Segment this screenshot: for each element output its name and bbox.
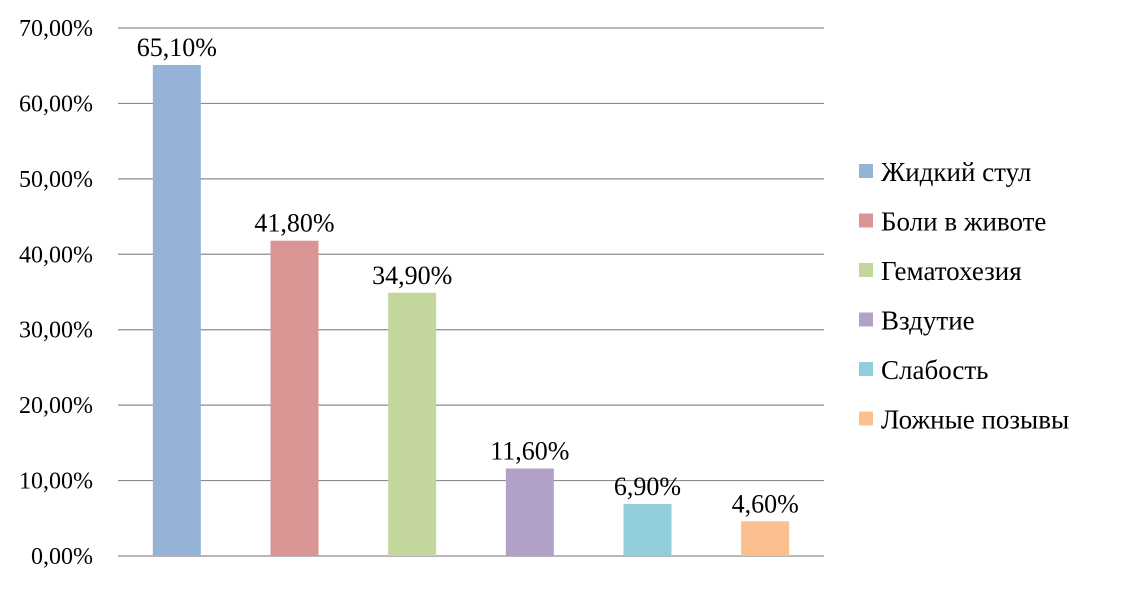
legend-entry-label: Слабость — [881, 355, 988, 385]
y-tick-label: 60,00% — [19, 91, 93, 117]
legend-entry-label: Гематохезия — [881, 256, 1022, 286]
data-label: 41,80% — [254, 209, 334, 238]
legend-entry-label: Боли в животе — [881, 207, 1046, 237]
data-label: 4,60% — [732, 489, 799, 518]
y-tick-label: 70,00% — [19, 16, 93, 42]
bar — [505, 468, 554, 556]
data-label: 11,60% — [490, 437, 569, 466]
data-label: 34,90% — [372, 261, 452, 290]
data-label: 6,90% — [614, 472, 681, 501]
legend-swatch — [859, 213, 873, 228]
y-tick-label: 0,00% — [31, 544, 93, 570]
bar — [623, 503, 672, 556]
legend-swatch — [859, 411, 873, 426]
bar — [388, 292, 437, 556]
data-labels: 65,10% 41,80% 34,90% 11,60% 6,90% 4,60% — [137, 33, 799, 518]
legend-entry-label: Ложные позывы — [881, 405, 1069, 435]
legend-swatch — [859, 164, 873, 178]
legend-entry-label: Вздутие — [881, 306, 975, 336]
y-tick-label: 30,00% — [19, 318, 93, 344]
legend-swatch — [859, 312, 873, 327]
bar — [741, 521, 790, 556]
y-axis-tick-labels: 0,00% 10,00% 20,00% 30,00% 40,00% 50,00% 60,00… — [19, 16, 93, 570]
legend-swatch — [859, 362, 873, 376]
legend-swatch — [859, 263, 873, 277]
bars — [152, 64, 790, 557]
y-tick-label: 10,00% — [19, 469, 93, 495]
y-tick-label: 40,00% — [19, 242, 93, 268]
data-label: 65,10% — [137, 33, 217, 62]
legend-entry-label: Жидкий стул — [881, 157, 1031, 187]
y-tick-label: 50,00% — [19, 167, 93, 193]
bar — [152, 64, 201, 557]
bar — [270, 240, 319, 557]
gridlines — [118, 27, 824, 557]
legend: Жидкий стул Боли в животе Гематохезия Вздут… — [859, 157, 1069, 435]
y-tick-label: 20,00% — [19, 393, 93, 419]
